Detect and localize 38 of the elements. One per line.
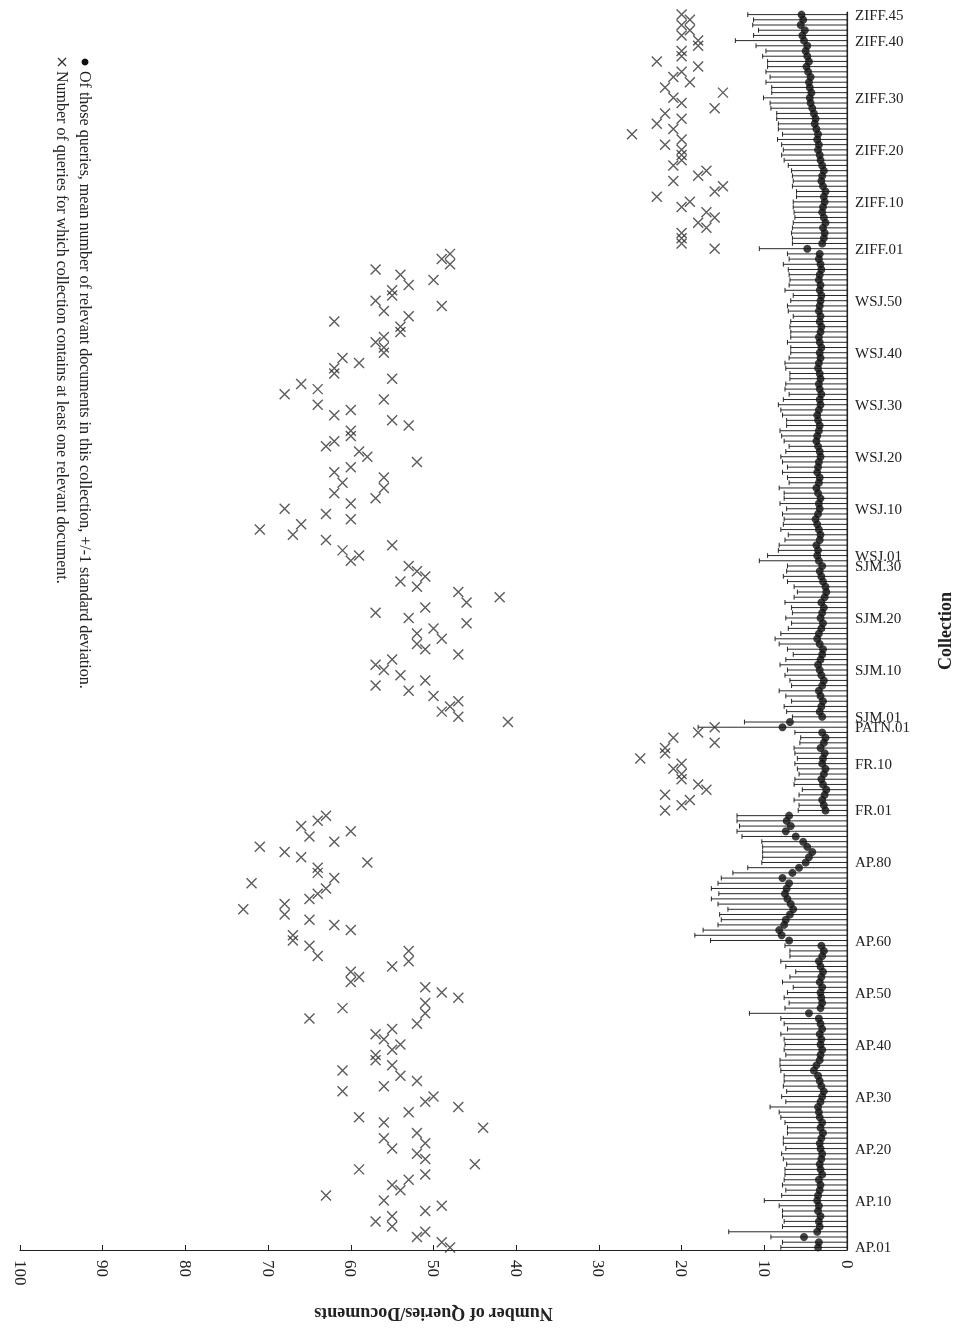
y-tick-label: AP.40 xyxy=(855,1036,892,1053)
y-tick-label: AP.01 xyxy=(855,1239,892,1256)
y-tick-label: AP.80 xyxy=(855,854,892,871)
y-tick-label: ZIFF.40 xyxy=(855,32,904,49)
y-tick-label: WSJ.50 xyxy=(855,292,903,309)
y-tick-label: ZIFF.45 xyxy=(855,6,904,23)
x-tick-label: 0 xyxy=(837,1260,857,1269)
x-tick-label: 20 xyxy=(672,1260,692,1277)
x-tick-label: 30 xyxy=(589,1260,609,1277)
y-tick-label: AP.20 xyxy=(855,1140,892,1157)
y-tick-label: WSJ.20 xyxy=(855,448,903,465)
y-tick-label: AP.60 xyxy=(855,932,892,949)
y-tick-label: SJM.20 xyxy=(855,610,902,626)
legend-label: Of those queries, mean number of relevant documents in this collection, +/-1 standard deviation. xyxy=(75,71,94,689)
y-tick-label: ZIFF.20 xyxy=(855,141,904,158)
x-tick-label: 60 xyxy=(341,1260,361,1277)
y-tick-label: AP.50 xyxy=(855,984,892,1001)
x-tick-label: 10 xyxy=(754,1260,774,1277)
y-tick-label: ZIFF.30 xyxy=(855,89,904,106)
y-tick-label: ZIFF.01 xyxy=(855,240,904,257)
y-tick-label: AP.30 xyxy=(855,1088,892,1105)
y-tick-label: FR.10 xyxy=(855,755,893,772)
y-tick-label: WSJ.10 xyxy=(855,500,903,517)
y-tick-label: WSJ.40 xyxy=(855,344,903,361)
y-tick-label: AP.10 xyxy=(855,1192,892,1209)
x-tick-label: 70 xyxy=(258,1260,278,1277)
x-tick-label: 90 xyxy=(93,1260,113,1277)
x-tick-label: 40 xyxy=(506,1260,526,1277)
legend-label: Number of queries for which collection contains at least one relevant document. xyxy=(52,71,71,584)
x-tick-label: 100 xyxy=(10,1260,30,1286)
x-tick-label: 50 xyxy=(424,1260,443,1277)
x-axis-title: Number of Queries/Documents xyxy=(314,1304,553,1324)
y-axis-title: Collection xyxy=(935,592,955,670)
y-tick-label: SJM.10 xyxy=(855,662,902,679)
y-tick-label: ZIFF.10 xyxy=(855,193,904,210)
y-tick-label: WSJ.30 xyxy=(855,396,903,413)
x-tick-label: 80 xyxy=(175,1260,195,1277)
y-tick-label: FR.01 xyxy=(855,802,893,819)
